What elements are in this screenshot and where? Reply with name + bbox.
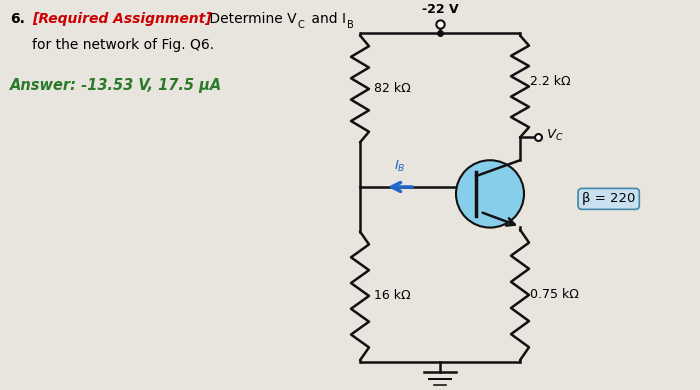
Text: B: B [347,20,354,30]
Text: C: C [298,20,304,30]
Text: 16 kΩ: 16 kΩ [374,289,411,302]
Text: 82 kΩ: 82 kΩ [374,82,411,96]
Text: [Required Assignment]: [Required Assignment] [32,12,211,26]
Text: $V_C$: $V_C$ [546,128,564,143]
Text: β = 220: β = 220 [582,192,636,206]
Text: 6.: 6. [10,12,25,26]
Text: and I: and I [307,12,346,26]
Text: $I_B$: $I_B$ [394,159,406,174]
Text: Determine V: Determine V [205,12,297,26]
Circle shape [456,160,524,228]
Text: for the network of Fig. Q6.: for the network of Fig. Q6. [32,39,214,52]
Text: 2.2 kΩ: 2.2 kΩ [530,75,570,88]
Text: -22 V: -22 V [421,3,458,16]
Text: 0.75 kΩ: 0.75 kΩ [530,289,579,301]
Text: Answer: -13.53 V, 17.5 μA: Answer: -13.53 V, 17.5 μA [10,78,223,93]
